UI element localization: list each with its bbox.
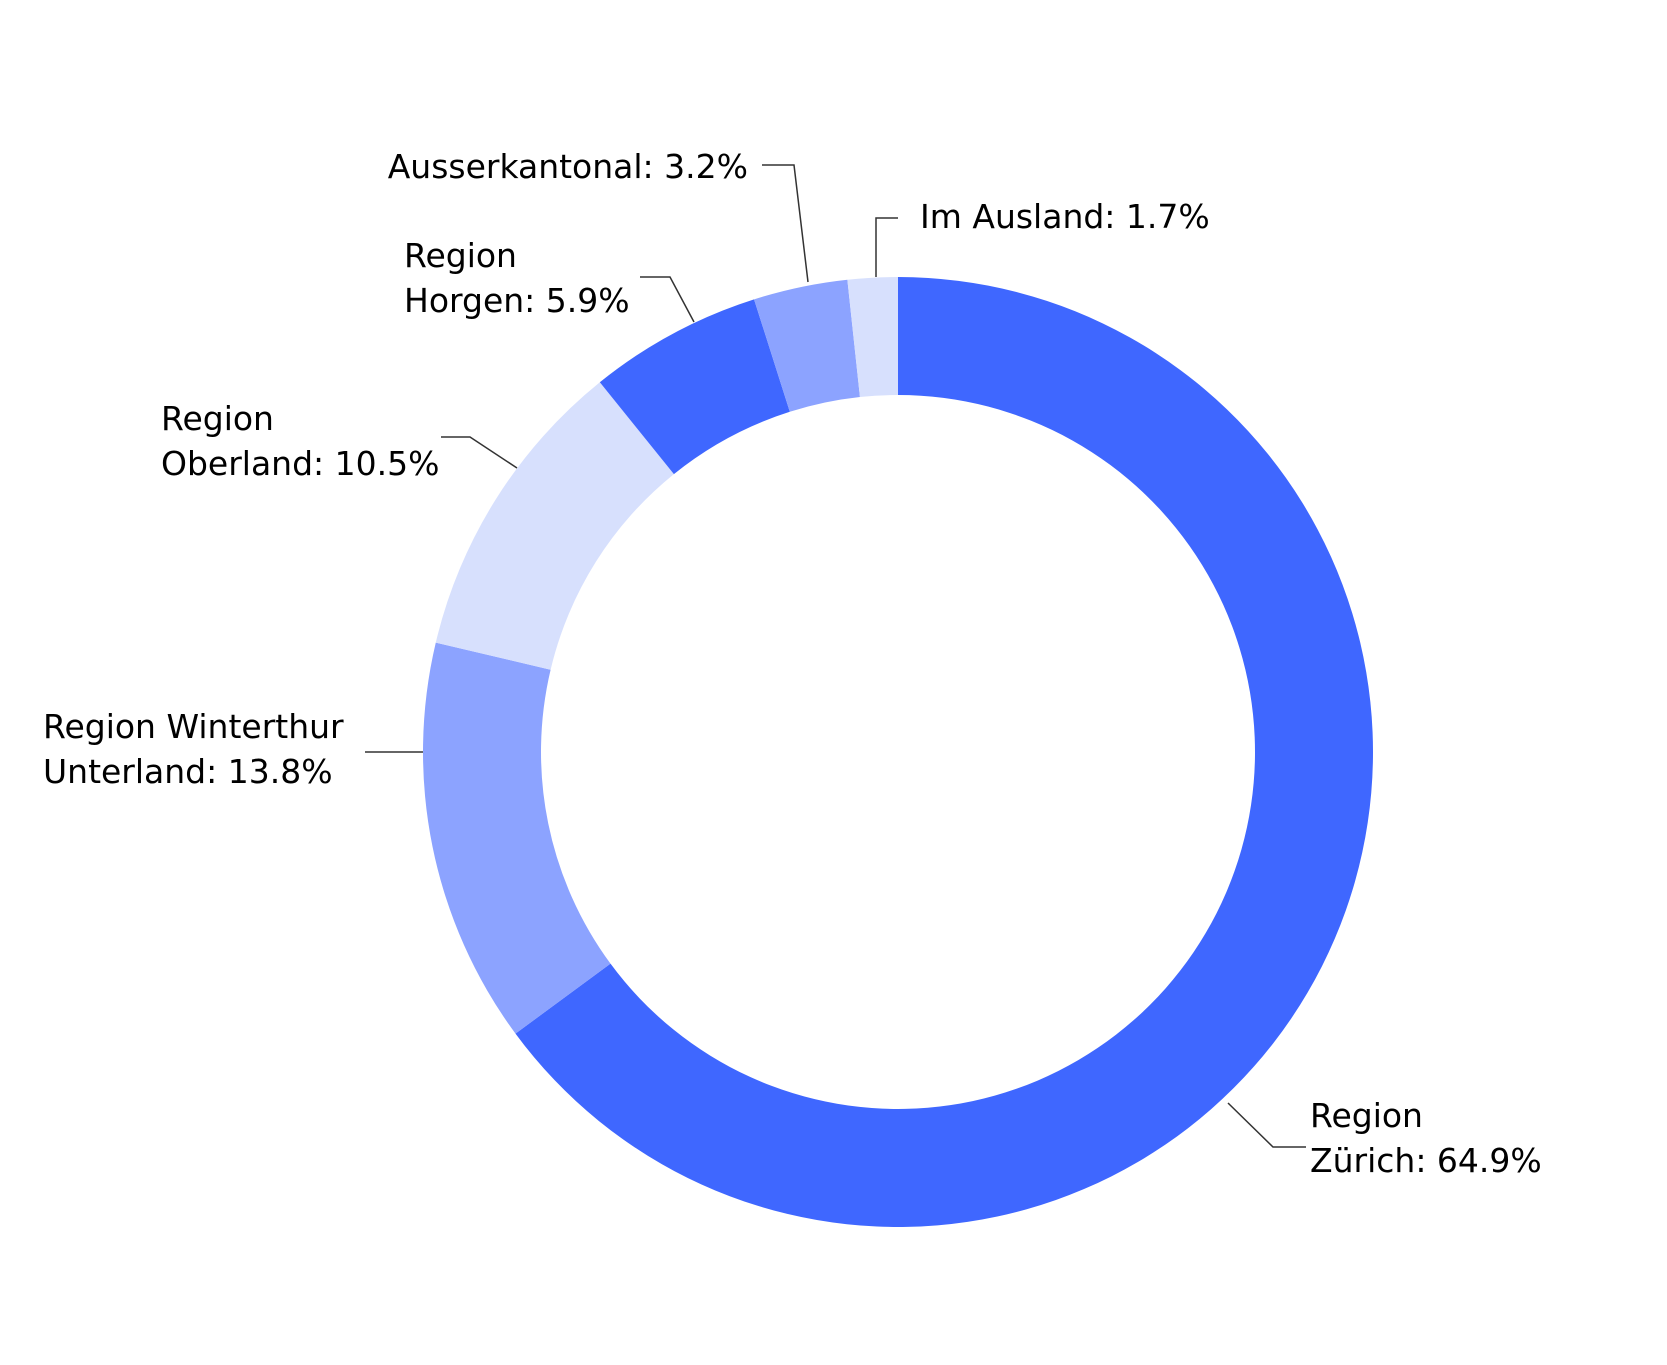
slice-label-line: Zürich: 64.9% xyxy=(1310,1141,1542,1180)
slice-label-line: Unterland: 13.8% xyxy=(43,752,333,791)
slice-label-region-winterthur-unterland: Region Winterthur Unterland: 13.8% xyxy=(43,707,344,791)
slice-region-oberland xyxy=(435,382,674,670)
slice-region-winterthur-unterland xyxy=(423,642,611,1034)
donut-slices xyxy=(423,277,1374,1228)
leader-line-ausserkantonal xyxy=(762,164,809,283)
slice-label-line: Region Winterthur xyxy=(43,707,344,746)
slice-label-im-ausland: Im Ausland: 1.7% xyxy=(920,197,1210,236)
slice-im-ausland xyxy=(847,277,898,398)
slice-label-line: Region xyxy=(404,236,517,275)
slice-label-region-horgen: Region Horgen: 5.9% xyxy=(404,236,630,320)
leader-line-region-zurich xyxy=(1227,1102,1306,1148)
slice-region-horgen xyxy=(599,299,790,475)
slice-label-line: Oberland: 10.5% xyxy=(161,444,440,483)
slice-label-line: Horgen: 5.9% xyxy=(404,281,630,320)
slice-label-line: Region xyxy=(1310,1096,1423,1135)
slice-label-line: Region xyxy=(161,399,274,438)
slice-label-region-zurich: Region Zürich: 64.9% xyxy=(1310,1096,1542,1180)
leader-line-region-horgen xyxy=(640,276,695,323)
slice-ausserkantonal xyxy=(754,279,860,412)
slice-labels: Region Zürich: 64.9% Region Winterthur Unte… xyxy=(43,147,1542,1180)
slice-label-line: Im Ausland: 1.7% xyxy=(920,197,1210,236)
slice-label-region-oberland: Region Oberland: 10.5% xyxy=(161,399,440,483)
slice-label-ausserkantonal: Ausserkantonal: 3.2% xyxy=(388,147,748,186)
leader-line-im-ausland xyxy=(875,217,898,277)
leader-line-region-oberland xyxy=(441,436,518,469)
slice-label-line: Ausserkantonal: 3.2% xyxy=(388,147,748,186)
